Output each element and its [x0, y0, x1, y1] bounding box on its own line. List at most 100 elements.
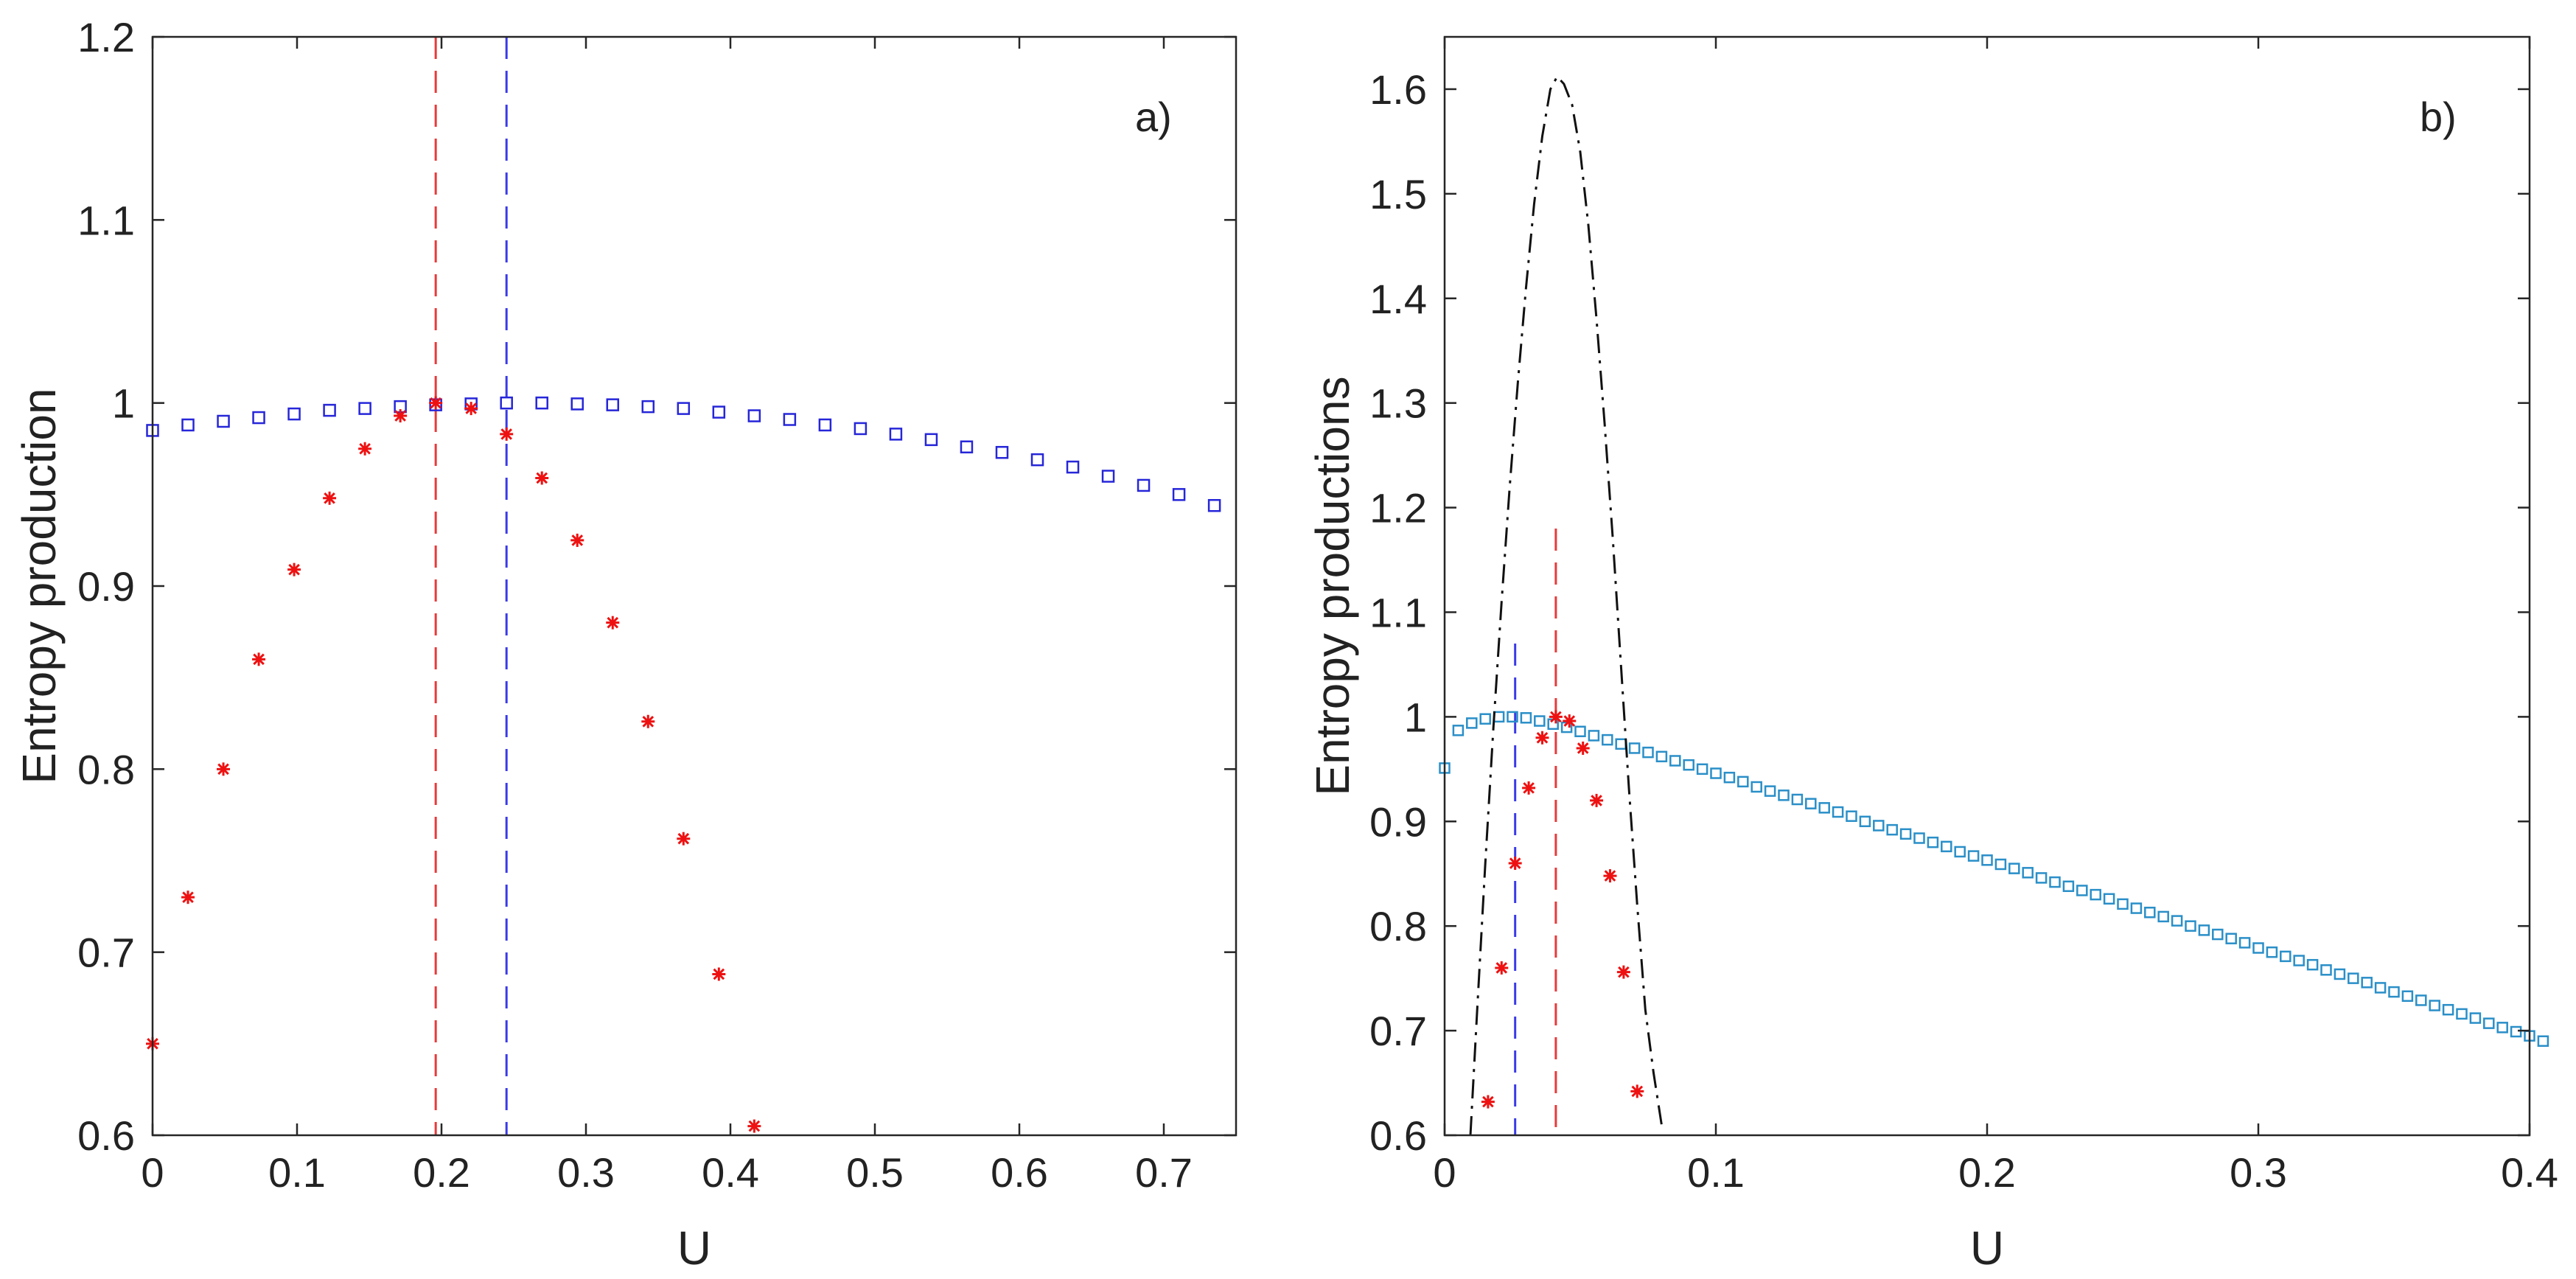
- panel-b-square-point: [2022, 867, 2034, 879]
- panel-b-square-point: [1954, 846, 1966, 858]
- panel-b-square-point: [2456, 1008, 2468, 1020]
- panel-b-square-point: [1832, 806, 1844, 818]
- panel-b-square-point: [2008, 862, 2020, 874]
- panel-a-square-point: [641, 400, 655, 414]
- panel-b-star-point: [1563, 714, 1577, 728]
- panel-b-xtick-label: 0.2: [1958, 1149, 2016, 1196]
- panel-a-xtick-label: 0: [141, 1149, 164, 1196]
- panel-b-square-point: [1696, 763, 1708, 776]
- panel-b-square-point: [2252, 942, 2264, 954]
- panel-a-ytick-label: 1.1: [77, 197, 135, 243]
- panel-b-square-point: [2130, 902, 2143, 914]
- panel-b-square-point: [1534, 715, 1546, 727]
- panel-b-square-point: [2185, 920, 2196, 932]
- panel-b-square-point: [1737, 776, 1749, 788]
- panel-b-square-point: [2090, 888, 2101, 901]
- panel-a-star-point: [712, 967, 726, 981]
- panel-a-xtick-label: 0.2: [413, 1149, 470, 1196]
- panel-a-marks: [146, 37, 1221, 1135]
- panel-b-square-point: [2049, 876, 2061, 888]
- panel-b-square-point: [2483, 1017, 2495, 1029]
- panel-b-ytick-label: 1.3: [1369, 380, 1427, 427]
- panel-a-ticks: 0 0.1 0.2 0.3 0.4 0.5 0.6 0.7 0.6 0.7 0.8 0.9 1 1.1 1.…: [77, 14, 1236, 1196]
- panel-a-star-point: [747, 1119, 761, 1133]
- panel-b-square-point: [1655, 750, 1668, 763]
- panel-b-ytick-label: 1.5: [1369, 171, 1427, 217]
- panel-b-square-point: [1791, 793, 1804, 806]
- panel-a-xtick-label: 0.1: [268, 1149, 326, 1196]
- panel-a-xtick-label: 0.3: [557, 1149, 615, 1196]
- panel-b-square-point: [1778, 790, 1790, 801]
- panel-a-star-point: [358, 442, 372, 456]
- panel-a: 0 0.1 0.2 0.3 0.4 0.5 0.6 0.7 0.6 0.7 0.8 0.9 1 1.1 1.…: [13, 14, 1238, 1275]
- panel-b-square-point: [1520, 712, 1532, 724]
- panel-b-square-point: [1642, 746, 1654, 759]
- panel-b-curve: [1469, 74, 1663, 1136]
- panel-b-star-point: [1576, 741, 1590, 755]
- panel-a-xtick-label: 0.4: [702, 1149, 759, 1196]
- panel-a-square-point: [783, 413, 797, 426]
- panel-b-square-point: [2035, 872, 2048, 884]
- panel-b-ylabel: Entropy productions: [1306, 376, 1359, 795]
- panel-a-square-point: [606, 398, 620, 411]
- panel-b-square-point: [2212, 928, 2224, 941]
- panel-b-tag: b): [2420, 94, 2457, 140]
- panel-a-square-point: [1137, 478, 1151, 492]
- panel-a-square-point: [818, 418, 832, 432]
- panel-b-star-point: [1535, 731, 1549, 745]
- panel-b-ticks: 0 0.1 0.2 0.3 0.4 0.6 0.7 0.8 0.9 1 1.1 1.2 1.3 1.4 1.…: [1369, 37, 2558, 1196]
- panel-a-square-point: [889, 428, 903, 441]
- panel-b-square-point: [1507, 711, 1518, 723]
- panel-a-square-point: [323, 403, 336, 417]
- panel-b-square-point: [2171, 915, 2183, 927]
- panel-b-square-point: [2510, 1025, 2522, 1038]
- panel-b-square-point: [2062, 880, 2075, 893]
- panel-b-square-point: [1723, 771, 1736, 784]
- panel-b-square-point: [1466, 717, 1478, 729]
- panel-a-square-point: [500, 396, 513, 410]
- panel-b-square-point: [2348, 972, 2359, 984]
- panel-a-square-point: [1207, 498, 1221, 512]
- panel-b-square-point: [1941, 840, 1952, 853]
- panel-b-star-point: [1603, 869, 1617, 883]
- panel-a-star-point: [500, 427, 514, 441]
- panel-b-ytick-label: 1.2: [1369, 485, 1427, 532]
- panel-b-square-point: [2280, 950, 2291, 963]
- panel-b-square-point: [2537, 1035, 2549, 1048]
- panel-a-xtick-label: 0.6: [991, 1149, 1048, 1196]
- panel-a-ytick-label: 0.8: [77, 746, 135, 792]
- panel-a-square-point: [287, 407, 301, 421]
- panel-b-square-point: [1669, 755, 1681, 767]
- panel-b-star-point: [1522, 781, 1536, 795]
- panel-b-star-point: [1481, 1095, 1495, 1109]
- panel-a-xtick-label: 0.7: [1135, 1149, 1193, 1196]
- panel-a-star-point: [677, 832, 691, 846]
- panel-a-square-point: [358, 402, 371, 415]
- panel-b-square-point: [2388, 986, 2400, 998]
- panel-b-square-point: [1818, 802, 1830, 814]
- panel-b-square-point: [1886, 823, 1898, 836]
- panel-b-xtick-label: 0.3: [2230, 1149, 2287, 1196]
- panel-b-square-point: [2225, 933, 2237, 944]
- panel-a-star-point: [570, 533, 584, 547]
- panel-b-ytick-label: 0.7: [1369, 1008, 1427, 1054]
- panel-b-square-point: [2401, 990, 2414, 1003]
- panel-a-star-point: [287, 562, 301, 576]
- panel-b-ytick-label: 1.4: [1369, 276, 1427, 322]
- panel-b-square-point: [2117, 898, 2129, 910]
- panel-b-square-point: [1588, 730, 1600, 742]
- panel-b-square-point: [2334, 968, 2346, 980]
- panel-a-ylabel: Entropy production: [13, 388, 66, 784]
- panel-a-star-point: [217, 762, 231, 776]
- panel-b-square-point: [1846, 810, 1857, 822]
- panel-b-ytick-label: 1.1: [1369, 589, 1427, 635]
- panel-a-ytick-label: 0.9: [77, 563, 135, 610]
- panel-b-square-point: [1452, 725, 1465, 736]
- panel-b-xtick-label: 0: [1433, 1149, 1456, 1196]
- panel-b-ytick-label: 0.8: [1369, 903, 1427, 949]
- panel-b-xlabel: U: [1970, 1222, 2004, 1275]
- panel-b-star-point: [1508, 857, 1522, 871]
- panel-a-xlabel: U: [677, 1222, 711, 1275]
- panel-b-square-point: [1859, 815, 1871, 828]
